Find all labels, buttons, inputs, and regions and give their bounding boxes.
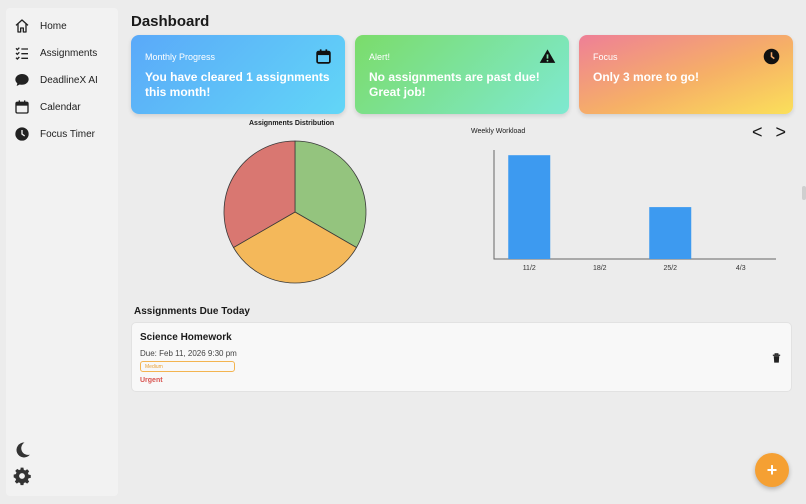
bar <box>649 207 692 259</box>
scrollbar[interactable] <box>802 186 806 200</box>
trash-icon[interactable] <box>771 351 782 363</box>
sidebar-item-calendar[interactable]: Calendar <box>14 97 81 117</box>
task-card[interactable]: Science Homework Due: Feb 11, 2026 9:30 … <box>131 322 792 392</box>
sidebar-item-assignments[interactable]: Assignments <box>14 43 97 63</box>
bar <box>508 155 551 259</box>
sidebar-item-focus-timer[interactable]: Focus Timer <box>14 124 95 144</box>
settings-button[interactable] <box>12 466 32 491</box>
sidebar-item-deadlinex-ai[interactable]: DeadlineX AI <box>14 70 98 90</box>
home-icon <box>14 18 30 34</box>
card-label: Monthly Progress <box>145 52 216 62</box>
pie-chart-title: Assignments Distribution <box>249 120 335 127</box>
monthly-progress-card: Monthly Progress You have cleared 1 assi… <box>131 35 345 114</box>
chevron-right-icon[interactable]: > <box>775 122 791 142</box>
card-text: Only 3 more to go! <box>593 70 700 84</box>
checklist-icon <box>14 45 30 61</box>
clock-icon <box>763 48 780 65</box>
sidebar: Home Assignments DeadlineX AI Calendar F… <box>6 8 118 496</box>
card-text: You have cleared 1 assignments this mont… <box>145 70 330 99</box>
section-title: Assignments Due Today <box>134 306 250 317</box>
x-tick-label: 18/2 <box>593 265 607 272</box>
sidebar-item-label: Home <box>40 20 67 32</box>
priority-badge: Medium <box>140 361 235 372</box>
clock-icon <box>14 126 30 142</box>
sidebar-item-label: Calendar <box>40 101 81 113</box>
sidebar-item-label: Focus Timer <box>40 128 96 140</box>
gear-icon <box>12 467 32 490</box>
sidebar-item-home[interactable]: Home <box>14 16 67 36</box>
page-title: Dashboard <box>131 13 210 30</box>
sidebar-item-label: Assignments <box>40 47 98 59</box>
card-label: Focus <box>593 52 618 62</box>
sidebar-item-label: DeadlineX AI <box>40 74 98 86</box>
add-assignment-button[interactable]: + <box>755 453 789 487</box>
moon-icon <box>12 442 32 464</box>
calendar-icon <box>315 48 332 65</box>
warning-icon <box>539 48 556 65</box>
urgency-label: Urgent <box>140 377 163 384</box>
x-tick-label: 25/2 <box>663 265 677 272</box>
week-navigation: < > <box>752 122 790 143</box>
x-tick-label: 4/3 <box>736 265 746 272</box>
task-due-date: Due: Feb 11, 2026 9:30 pm <box>140 349 237 358</box>
pie-slice <box>223 140 296 249</box>
dark-mode-toggle[interactable] <box>12 440 32 465</box>
card-text: No assignments are past due! Great job! <box>369 70 540 99</box>
chevron-left-icon[interactable]: < <box>752 122 767 142</box>
alert-card: Alert! No assignments are past due! Grea… <box>355 35 569 114</box>
card-label: Alert! <box>369 52 391 62</box>
x-tick-label: 11/2 <box>523 265 536 272</box>
chat-bubble-icon <box>14 72 30 88</box>
calendar-icon <box>14 99 30 115</box>
focus-card: Focus Only 3 more to go! <box>579 35 793 114</box>
bar-chart-title: Weekly Workload <box>471 128 526 135</box>
pie-slice <box>294 140 367 249</box>
weekly-workload-chart: 11/2 18/2 25/2 4/3 <box>493 150 776 272</box>
assignments-distribution-chart <box>223 140 367 284</box>
task-name: Science Homework <box>140 332 232 343</box>
